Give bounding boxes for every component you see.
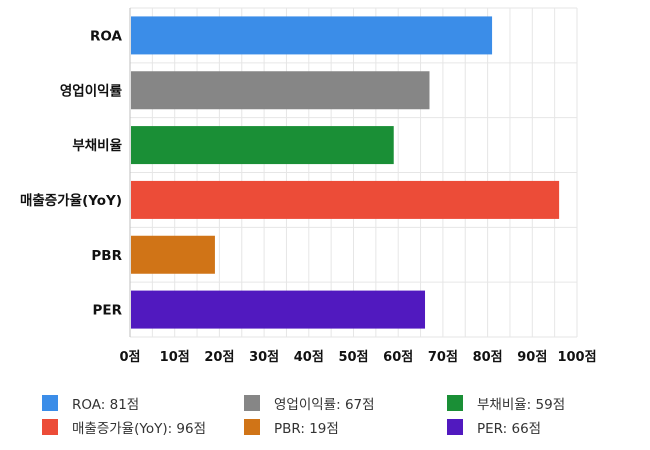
legend-label: 매출증가율(YoY): 96점 [72,421,207,437]
legend-label: PER: 66점 [477,421,542,437]
category-label: PER [92,303,122,319]
x-tick-label: 60점 [383,350,413,365]
bar [131,71,430,110]
grid [129,7,578,338]
legend-item-per: PER: 66점 [447,416,541,438]
legend-label: 부채비율: 59점 [477,397,566,413]
category-label: ROA [90,28,123,44]
category-label: 부채비율 [72,137,122,154]
bar [131,290,426,329]
legend-item-operating-margin: 영업이익률: 67점 [244,392,375,414]
legend-item-debt-ratio: 부채비율: 59점 [447,392,565,414]
x-tick-label: 40점 [294,350,324,365]
bars [131,16,560,329]
x-tick-label: 80점 [473,350,503,365]
category-label: 매출증가율(YoY) [20,192,122,209]
legend-item-roa: ROA: 81점 [42,392,139,414]
x-tick-label: 20점 [204,350,234,365]
legend-label: 영업이익률: 67점 [274,397,375,413]
x-tick-label: 100점 [557,350,596,365]
x-tick-labels: 0점 10점 20점 30점 40점 50점 60점 70점 80점 90점 100점 [119,350,596,365]
bar [131,180,560,219]
legend-swatch [244,419,260,435]
legend: ROA: 81점 영업이익률: 67점 부채비율: 59점 매출증가율(YoY)… [0,384,650,444]
legend-label: PBR: 19점 [274,421,339,437]
legend-item-pbr: PBR: 19점 [244,416,339,438]
legend-swatch [42,419,58,435]
legend-swatch [447,395,463,411]
x-tick-label: 30점 [249,350,279,365]
x-tick-label: 50점 [338,350,368,365]
bar [131,235,215,274]
x-tick-label: 90점 [517,350,547,365]
category-label: 영업이익률 [60,82,123,99]
legend-item-sales-growth: 매출증가율(YoY): 96점 [42,416,206,438]
legend-swatch [42,395,58,411]
legend-label: ROA: 81점 [72,397,140,413]
x-tick-label: 70점 [428,350,458,365]
legend-swatch [447,419,463,435]
category-label: PBR [91,248,122,264]
x-tick-label: 10점 [160,350,190,365]
x-tick-label: 0점 [119,350,140,365]
legend-swatch [244,395,260,411]
bar [131,16,493,55]
bar [131,126,394,165]
